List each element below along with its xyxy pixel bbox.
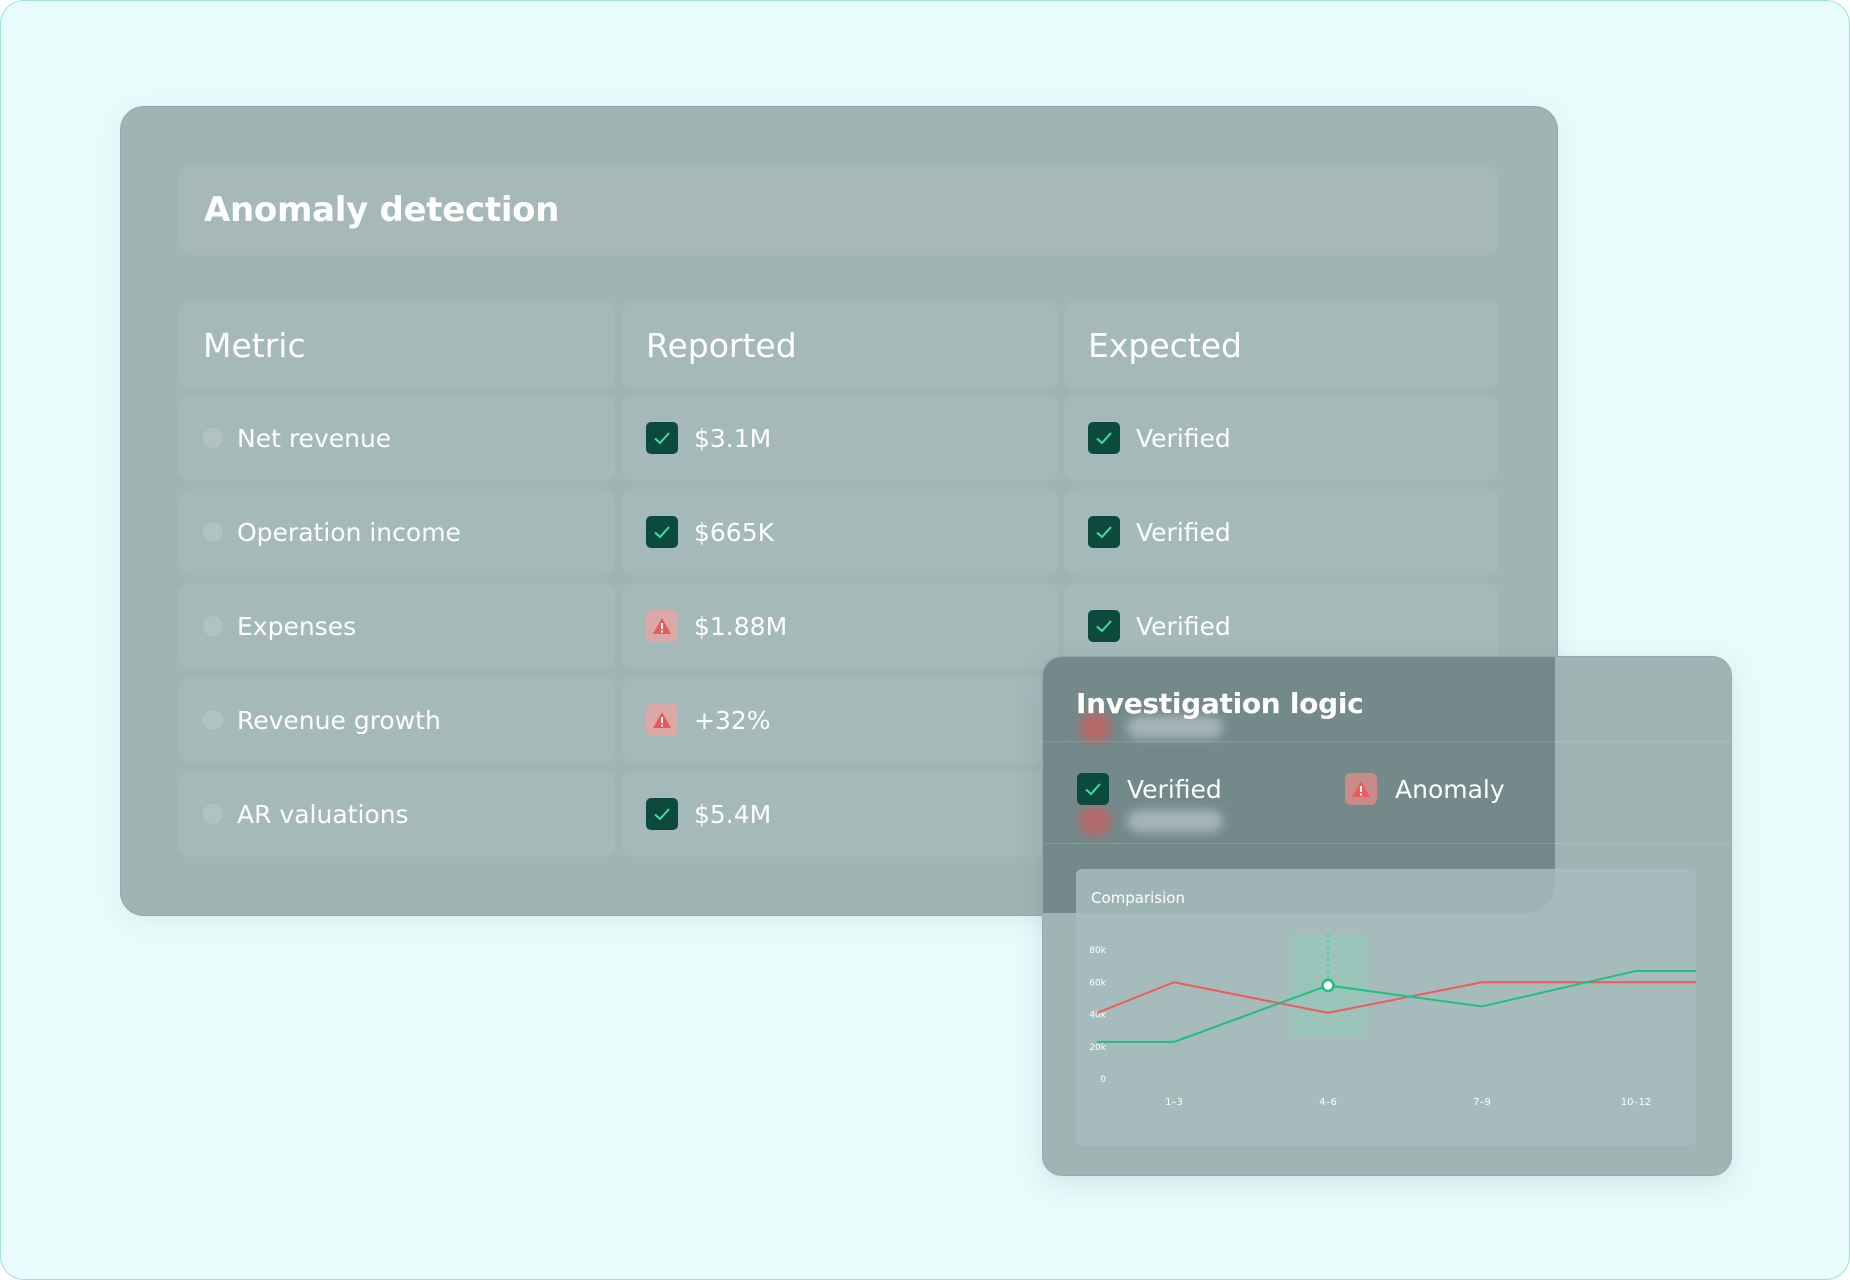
reported-value: $665K: [694, 517, 775, 547]
reported-value: $5.4M: [694, 799, 772, 829]
chart-plot: 0 20k 40k 60k 80k 1–3 4–6 7–9 10–12: [1089, 934, 1696, 1108]
expected-value: Verified: [1136, 517, 1231, 547]
series-line-2: [1097, 969, 1696, 1043]
reported-value: $3.1M: [694, 423, 772, 453]
legend-verified: Verified: [1077, 773, 1222, 805]
column-header-expected: Expected: [1064, 301, 1499, 389]
check-icon: [1088, 422, 1120, 454]
warning-icon: [1345, 773, 1377, 805]
chart-title: Comparision: [1091, 889, 1185, 907]
legend-label: Anomaly: [1395, 774, 1505, 804]
legend-anomaly: Anomaly: [1345, 773, 1505, 805]
row-radio[interactable]: [203, 710, 223, 730]
metric-label: Revenue growth: [237, 705, 441, 735]
check-icon: [1088, 516, 1120, 548]
metric-label: Expenses: [237, 611, 357, 641]
x-tick-label: 10–12: [1621, 1097, 1651, 1108]
comparison-chart: Comparision 0 20k 40k 60k 80k 1–3 4–6 7–9 10–12: [1076, 869, 1696, 1145]
divider: [1043, 843, 1731, 844]
row-radio[interactable]: [203, 804, 223, 824]
row-radio[interactable]: [203, 522, 223, 542]
table-row-metric[interactable]: AR valuations: [179, 771, 615, 857]
x-tick-label: 1–3: [1165, 1097, 1183, 1108]
expected-value: Verified: [1136, 611, 1231, 641]
reported-value: $1.88M: [694, 611, 788, 641]
y-tick-label: 80k: [1089, 946, 1106, 956]
highlight-point: [1321, 978, 1335, 993]
divider: [1043, 741, 1731, 742]
y-tick-label: 60k: [1089, 978, 1106, 988]
reported-cell: $3.1M: [622, 395, 1058, 481]
panel-title: Anomaly detection: [204, 190, 560, 230]
warning-icon: [646, 610, 678, 642]
table-row-metric[interactable]: Net revenue: [179, 395, 615, 481]
expected-cell: Verified: [1064, 583, 1499, 669]
warning-icon: [646, 704, 678, 736]
row-radio[interactable]: [203, 428, 223, 448]
x-tick-label: 7–9: [1473, 1097, 1491, 1108]
expected-cell: Verified: [1064, 395, 1499, 481]
legend-label: Verified: [1127, 774, 1222, 804]
expected-cell: Verified: [1064, 489, 1499, 575]
anomaly-detection-panel: Anomaly detection Metric Reported Expect…: [120, 106, 1558, 916]
y-tick-label: 20k: [1089, 1043, 1106, 1053]
y-tick-label: 0: [1100, 1075, 1106, 1085]
metric-label: AR valuations: [237, 799, 409, 829]
warning-icon: [1079, 711, 1111, 743]
reported-cell: $665K: [622, 489, 1058, 575]
table-row-metric[interactable]: Revenue growth: [179, 677, 615, 763]
row-radio[interactable]: [203, 616, 223, 636]
metric-label: Net revenue: [237, 423, 392, 453]
reported-cell: $1.88M: [622, 583, 1058, 669]
table-row-metric[interactable]: Operation income: [179, 489, 615, 575]
column-header-reported: Reported: [622, 301, 1058, 389]
investigation-logic-panel: Investigation logic Verified Anomaly Com…: [1042, 656, 1732, 1176]
expected-value: Verified: [1136, 423, 1231, 453]
y-tick-label: 40k: [1089, 1011, 1106, 1021]
reported-cell: +32%: [622, 677, 1058, 763]
table-row-metric[interactable]: Expenses: [179, 583, 615, 669]
reported-value: +32%: [694, 705, 771, 735]
blurred-anomaly-cell: [1079, 711, 1223, 743]
series-line-1: [1096, 981, 1696, 1014]
check-icon: [1088, 610, 1120, 642]
warning-icon: [1079, 805, 1111, 837]
reported-cell: $5.4M: [622, 771, 1058, 857]
logic-title: Investigation logic: [1076, 687, 1364, 720]
metric-label: Operation income: [237, 517, 461, 547]
column-header-metric: Metric: [179, 301, 615, 389]
check-icon: [646, 798, 678, 830]
panel-header: Anomaly detection: [179, 165, 1499, 255]
check-icon: [1077, 773, 1109, 805]
x-tick-label: 4–6: [1319, 1097, 1337, 1108]
blurred-anomaly-cell: [1079, 805, 1223, 837]
check-icon: [646, 516, 678, 548]
check-icon: [646, 422, 678, 454]
